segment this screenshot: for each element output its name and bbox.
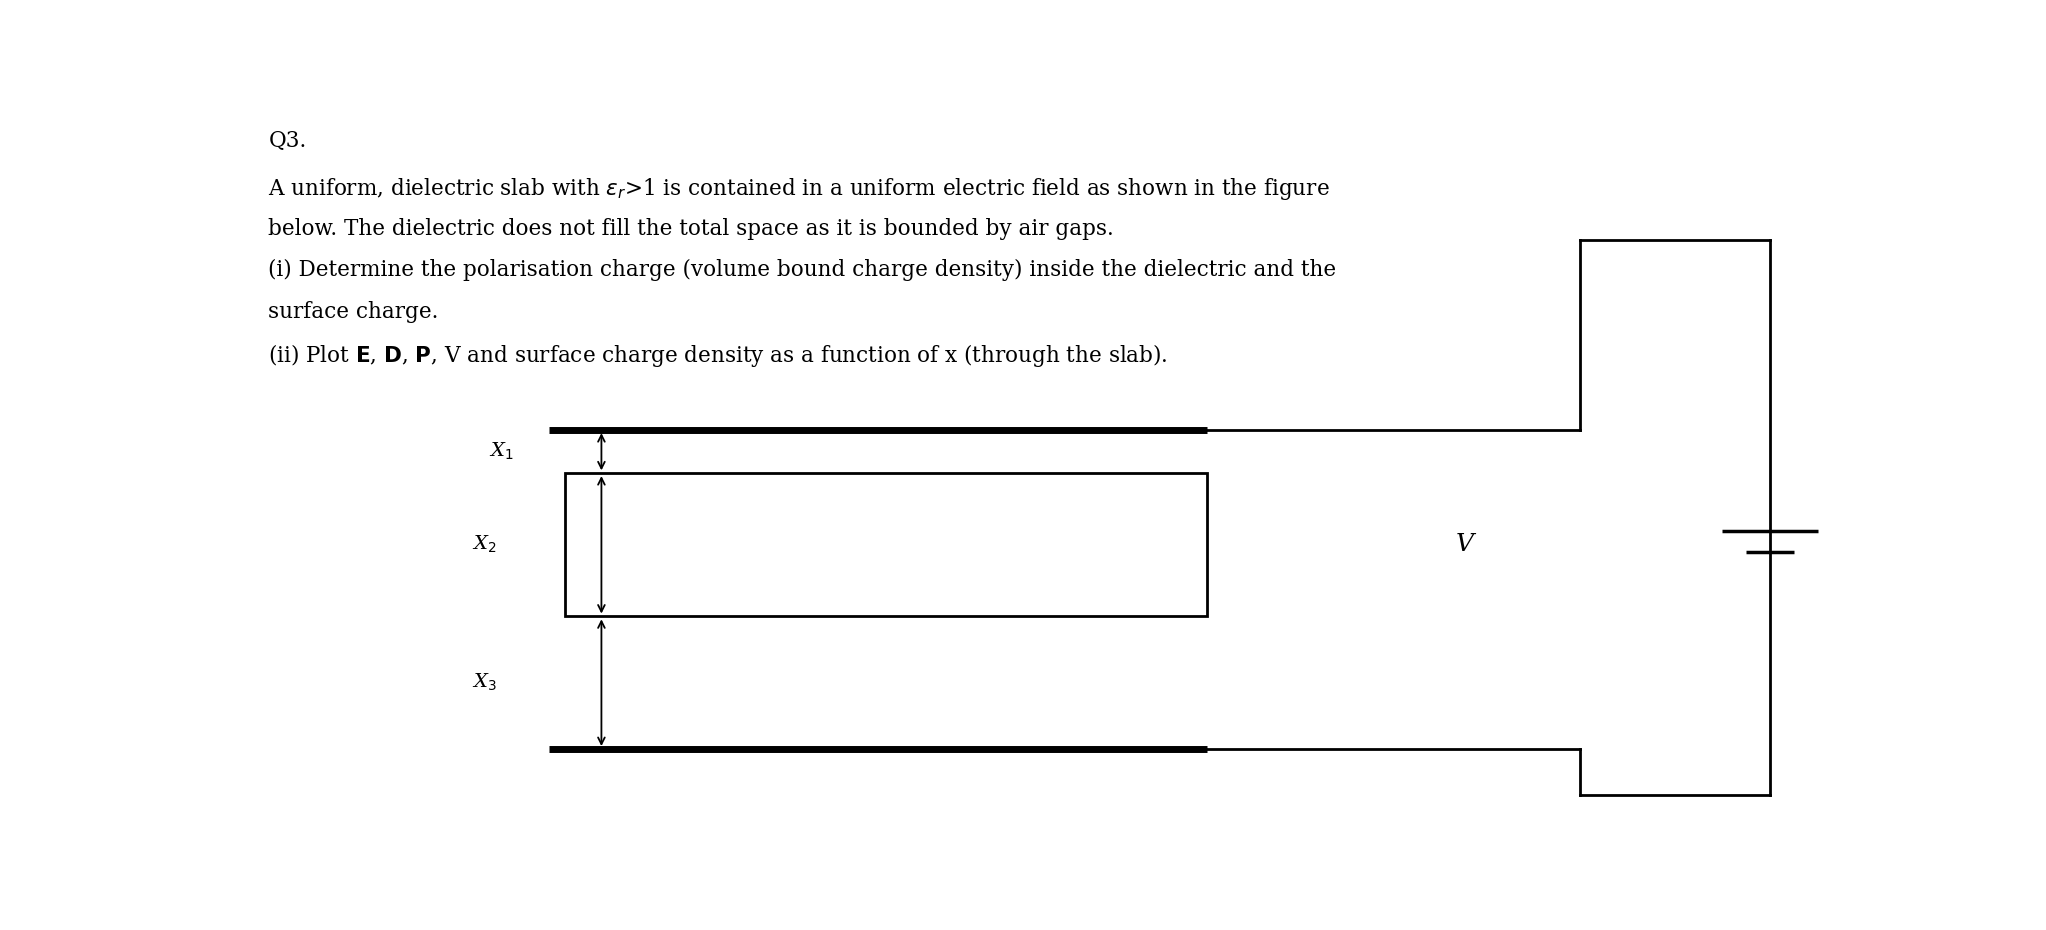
- Text: X$_1$: X$_1$: [489, 441, 514, 462]
- Text: X$_3$: X$_3$: [473, 672, 497, 694]
- Text: (i) Determine the polarisation charge (volume bound charge density) inside the d: (i) Determine the polarisation charge (v…: [268, 259, 1336, 281]
- Text: surface charge.: surface charge.: [268, 300, 438, 323]
- Text: Q3.: Q3.: [268, 129, 307, 152]
- Text: V: V: [1455, 533, 1473, 556]
- Text: A uniform, dielectric slab with $\varepsilon_r$>1 is contained in a uniform elec: A uniform, dielectric slab with $\vareps…: [268, 176, 1330, 202]
- Bar: [565, 473, 1207, 617]
- Text: (ii) Plot $\mathbf{E}$, $\mathbf{D}$, $\mathbf{P}$, V and surface charge density: (ii) Plot $\mathbf{E}$, $\mathbf{D}$, $\…: [268, 342, 1168, 369]
- Text: below. The dielectric does not fill the total space as it is bounded by air gaps: below. The dielectric does not fill the …: [268, 218, 1115, 240]
- Text: X$_2$: X$_2$: [473, 534, 497, 555]
